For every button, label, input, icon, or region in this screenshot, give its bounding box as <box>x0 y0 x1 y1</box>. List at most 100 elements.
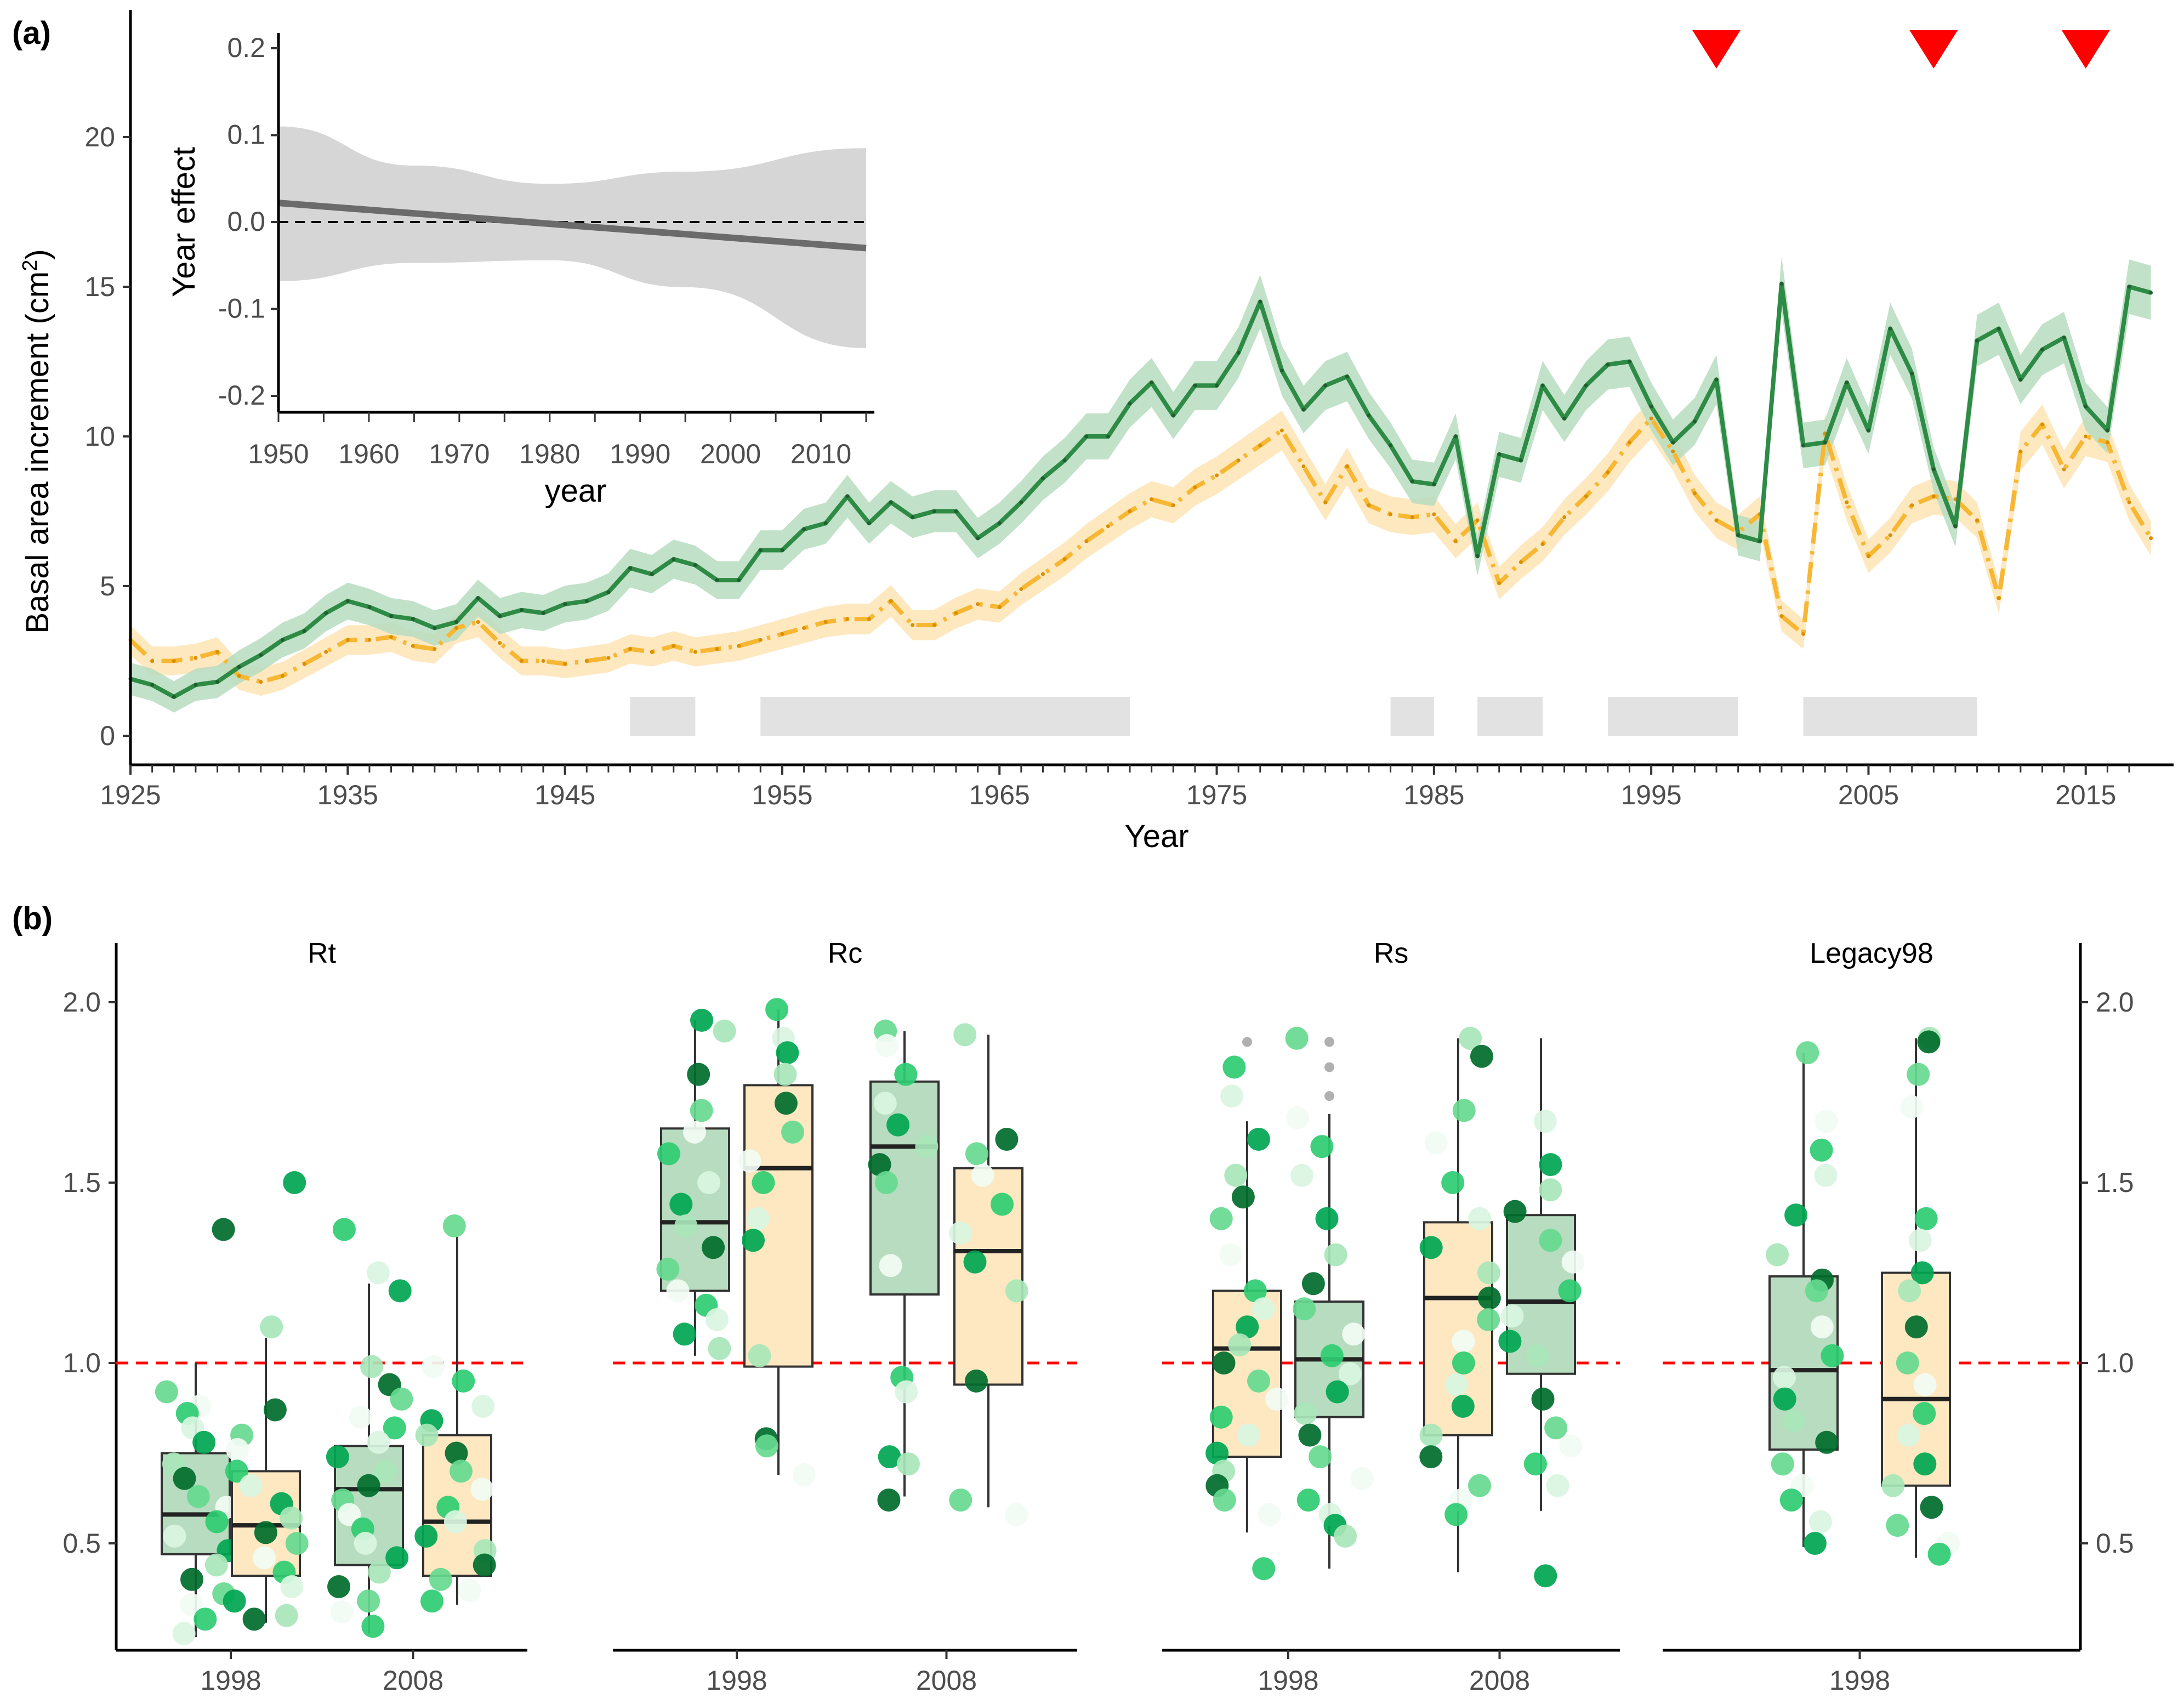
red-triangle-marker-2 <box>2061 30 2110 69</box>
orange-point <box>584 659 589 663</box>
jitter-point <box>1523 1452 1547 1476</box>
panel-a-x-axis-title: Year <box>1124 819 1188 854</box>
green-point <box>1497 452 1502 457</box>
jitter-point <box>1539 1153 1562 1177</box>
green-point <box>1931 467 1936 472</box>
green-point <box>1779 282 1784 286</box>
jitter-point <box>878 1445 901 1469</box>
orange-point <box>780 632 784 636</box>
jitter-point <box>748 1344 771 1367</box>
x-tick-label: 1925 <box>100 780 161 810</box>
jitter-point <box>774 1063 797 1086</box>
jitter-point <box>886 1113 910 1137</box>
orange-point <box>1628 440 1631 445</box>
jitter-point <box>1808 1510 1832 1533</box>
y-tick-label: 0 <box>100 720 115 751</box>
x-tick-label: 1985 <box>1403 780 1464 810</box>
jitter-point <box>755 1434 778 1458</box>
jitter-point <box>1220 1084 1243 1108</box>
jitter-point <box>1309 1445 1332 1469</box>
orange-point <box>2149 536 2153 541</box>
orange-point <box>541 659 545 663</box>
jitter-point <box>260 1315 283 1339</box>
jitter-point <box>1900 1095 1924 1118</box>
green-point <box>367 605 372 609</box>
jitter-point <box>1561 1250 1585 1274</box>
jitter-point <box>367 1560 391 1584</box>
jitter-point <box>253 1546 276 1570</box>
green-point <box>1562 416 1567 421</box>
jitter-point <box>1526 1344 1549 1367</box>
green-point <box>628 566 632 570</box>
jitter-point <box>1298 1423 1322 1447</box>
jitter-point <box>180 1593 203 1616</box>
green-point <box>1128 401 1132 406</box>
green-series-line <box>129 281 2152 699</box>
jitter-point <box>742 1229 765 1252</box>
jitter-point <box>1452 1330 1475 1353</box>
jitter-point <box>1773 1366 1796 1389</box>
jitter-point <box>422 1355 445 1378</box>
jitter-point <box>1796 1041 1819 1065</box>
inset-y-tick-label: -0.1 <box>218 293 265 324</box>
jitter-point <box>367 1430 390 1454</box>
jitter-point <box>415 1423 439 1447</box>
jitter-point <box>1243 1279 1267 1303</box>
jitter-point <box>1897 1423 1920 1447</box>
jitter-point <box>673 1322 696 1346</box>
jitter-point <box>173 1467 196 1490</box>
jitter-point <box>1920 1496 1943 1519</box>
jitter-point <box>915 1135 939 1158</box>
orange-point <box>433 647 437 651</box>
jitter-point <box>1294 1402 1317 1425</box>
jitter-point <box>155 1380 178 1404</box>
jitter-point <box>470 1478 494 1501</box>
jitter-point <box>163 1524 186 1548</box>
jitter-point <box>965 1369 988 1393</box>
jitter-point <box>776 1041 799 1065</box>
orange-point <box>737 644 741 648</box>
green-point <box>802 527 806 531</box>
jitter-point <box>1326 1380 1349 1404</box>
jitter-point <box>254 1521 277 1544</box>
orange-point <box>1062 557 1067 561</box>
green-point <box>997 521 1002 525</box>
orange-point <box>476 620 480 624</box>
facet-x-tick-label: 1998 <box>1258 1665 1318 1696</box>
jitter-point <box>374 1459 397 1483</box>
orange-point <box>1453 539 1458 543</box>
green-point <box>1453 434 1458 439</box>
jitter-point <box>390 1387 413 1411</box>
jitter-point <box>752 1171 775 1194</box>
x-tick-label: 1995 <box>1621 780 1682 810</box>
jitter-point <box>1222 1055 1246 1079</box>
green-point <box>911 515 915 519</box>
jitter-point <box>226 1438 249 1461</box>
jitter-point <box>1320 1344 1344 1367</box>
jitter-point <box>1886 1514 1909 1537</box>
jitter-point <box>385 1546 409 1570</box>
green-point <box>954 509 958 513</box>
jitter-point <box>1247 1369 1270 1393</box>
jitter-point <box>186 1485 210 1508</box>
panel-b-y-tick-label-left: 1.0 <box>62 1348 101 1378</box>
jitter-point <box>705 1308 729 1331</box>
orange-point <box>932 623 936 627</box>
orange-point <box>389 635 394 639</box>
inset-x-tick-label: 1970 <box>429 439 490 469</box>
facet-x-tick-label: 2008 <box>383 1665 443 1696</box>
facet-x-tick-label: 1998 <box>706 1665 767 1696</box>
orange-point <box>1714 518 1719 522</box>
orange-point <box>1540 542 1545 547</box>
green-point <box>1628 360 1631 363</box>
jitter-point <box>774 1092 798 1115</box>
jitter-point <box>420 1589 443 1613</box>
orange-point <box>1389 512 1393 516</box>
jitter-point <box>1424 1131 1448 1155</box>
orange-point <box>1779 614 1784 618</box>
green-point <box>1671 440 1675 445</box>
jitter-point <box>971 1163 994 1187</box>
orange-point <box>1584 494 1588 498</box>
green-point <box>498 614 502 618</box>
orange-point <box>1106 524 1110 529</box>
